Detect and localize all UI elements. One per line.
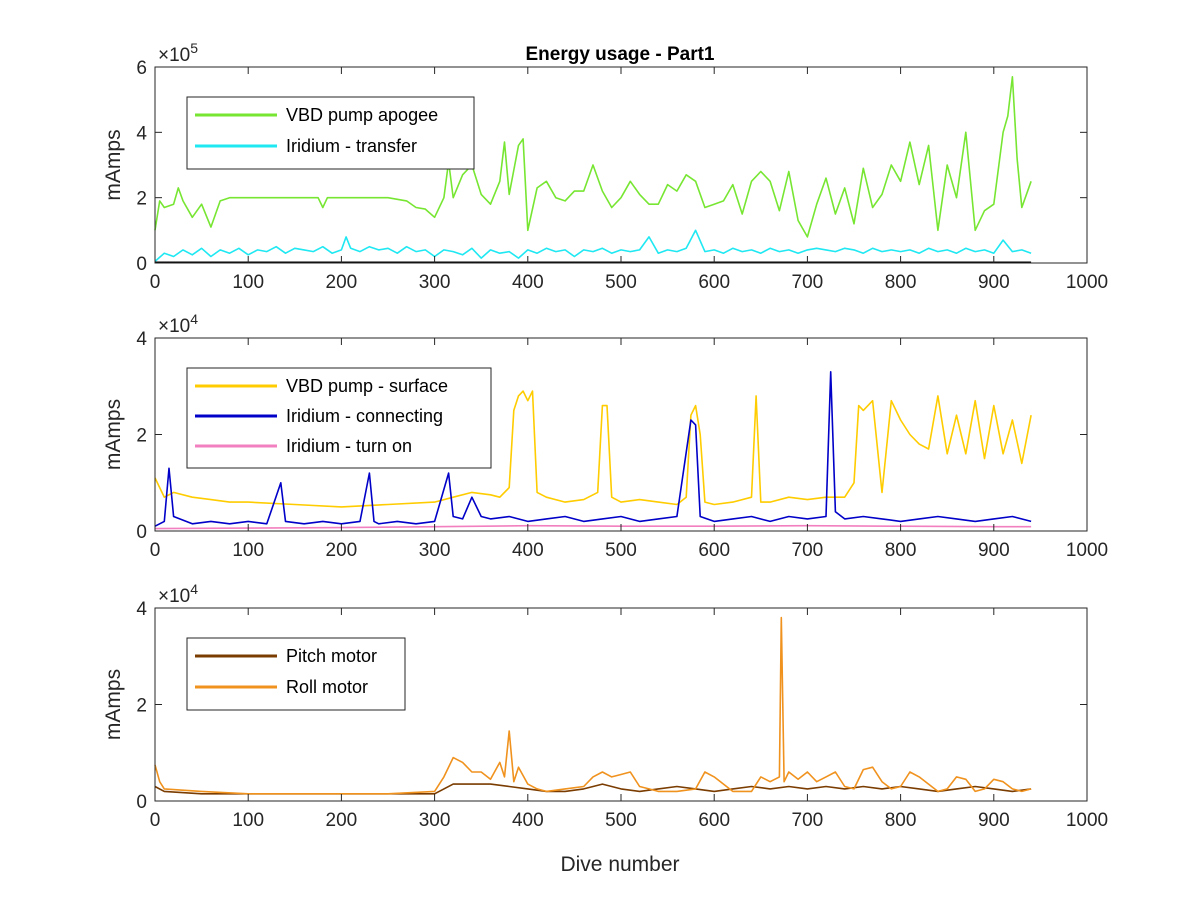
y-exponent-label: ×104 (158, 581, 198, 607)
series-line-pitch-motor (154, 783, 1032, 795)
legend-entry: Iridium - transfer (286, 136, 417, 156)
legend-entry: Iridium - turn on (286, 436, 412, 456)
legend-entry: Roll motor (286, 677, 368, 697)
x-tick-label: 400 (512, 272, 544, 293)
x-tick-label: 700 (792, 810, 824, 831)
x-tick-label: 800 (885, 540, 917, 561)
series-line-vbd-pump-surface (154, 390, 1032, 508)
series-line-iridium-transfer (154, 229, 1032, 263)
subplot-1: 0 100 200 300 400 500 600 700 800 900 1000 0 2 4 6 ×105… (102, 40, 1108, 293)
x-tick-label: 800 (885, 810, 917, 831)
y-exponent-label: ×104 (158, 311, 198, 337)
x-tick-label: 100 (232, 272, 264, 293)
y-tick-label: 0 (136, 522, 147, 543)
y-tick-label: 6 (136, 58, 147, 79)
series-line-roll-motor (154, 616, 1032, 795)
y-axis-label: mAmps (102, 669, 125, 740)
x-tick-label: 900 (978, 272, 1010, 293)
figure-title: Energy usage - Part1 (525, 44, 714, 65)
x-tick-label: 600 (698, 540, 730, 561)
y-tick-label: 4 (136, 123, 147, 144)
y-tick-label: 4 (136, 329, 147, 350)
y-tick-label: 2 (136, 696, 147, 717)
x-tick-label: 100 (232, 540, 264, 561)
x-tick-label: 0 (150, 272, 161, 293)
series-line-vbd-pump-apogee (154, 76, 1032, 238)
legend-entry: Pitch motor (286, 646, 377, 666)
y-tick-label: 0 (136, 254, 147, 275)
x-tick-label: 1000 (1066, 272, 1108, 293)
legend: VBD pump apogee Iridium - transfer (186, 96, 475, 170)
y-axis-label: mAmps (102, 399, 125, 470)
x-tick-label: 200 (326, 540, 358, 561)
x-tick-label: 0 (150, 540, 161, 561)
y-tick-label: 2 (136, 426, 147, 447)
x-tick-label: 0 (150, 810, 161, 831)
x-tick-label: 700 (792, 540, 824, 561)
legend: Pitch motor Roll motor (186, 637, 406, 711)
x-tick-label: 500 (605, 540, 637, 561)
x-tick-label: 700 (792, 272, 824, 293)
x-tick-label: 600 (698, 810, 730, 831)
x-axis-label: Dive number (560, 853, 679, 876)
x-tick-label: 500 (605, 810, 637, 831)
subplots: 0 100 200 300 400 500 600 700 800 900 10000246×105… (102, 40, 1108, 831)
x-tick-label: 200 (326, 272, 358, 293)
legend-box (186, 96, 475, 170)
x-tick-label: 400 (512, 540, 544, 561)
x-tick-label: 100 (232, 810, 264, 831)
series-line-iridium-connecting (154, 370, 1032, 527)
x-tick-label: 900 (978, 810, 1010, 831)
y-tick-label: 2 (136, 189, 147, 210)
subplot-3: 0 100 200 300 400 500 600 700 800 900 1000 0 2 4 ×104 m… (102, 581, 1108, 831)
subplot-2: 0 100 200 300 400 500 600 700 800 900 1000 0 2 4 ×104 m… (102, 311, 1108, 561)
y-tick-label: 0 (136, 792, 147, 813)
y-axis-label: mAmps (102, 129, 125, 200)
x-tick-label: 1000 (1066, 540, 1108, 561)
x-tick-label: 400 (512, 810, 544, 831)
x-tick-label: 1000 (1066, 810, 1108, 831)
x-tick-label: 300 (419, 540, 451, 561)
x-tick-label: 500 (605, 272, 637, 293)
y-exponent-label: ×105 (158, 40, 198, 66)
legend-entry: VBD pump apogee (286, 105, 438, 125)
x-tick-label: 200 (326, 810, 358, 831)
x-tick-label: 300 (419, 272, 451, 293)
x-tick-label: 600 (698, 272, 730, 293)
x-tick-label: 800 (885, 272, 917, 293)
legend-box (186, 637, 406, 711)
x-tick-label: 300 (419, 810, 451, 831)
legend-entry: Iridium - connecting (286, 406, 443, 426)
x-tick-label: 900 (978, 540, 1010, 561)
legend-entry: VBD pump - surface (286, 376, 448, 396)
y-tick-label: 4 (136, 599, 147, 620)
legend: VBD pump - surface Iridium - connecting Ir… (186, 367, 492, 469)
